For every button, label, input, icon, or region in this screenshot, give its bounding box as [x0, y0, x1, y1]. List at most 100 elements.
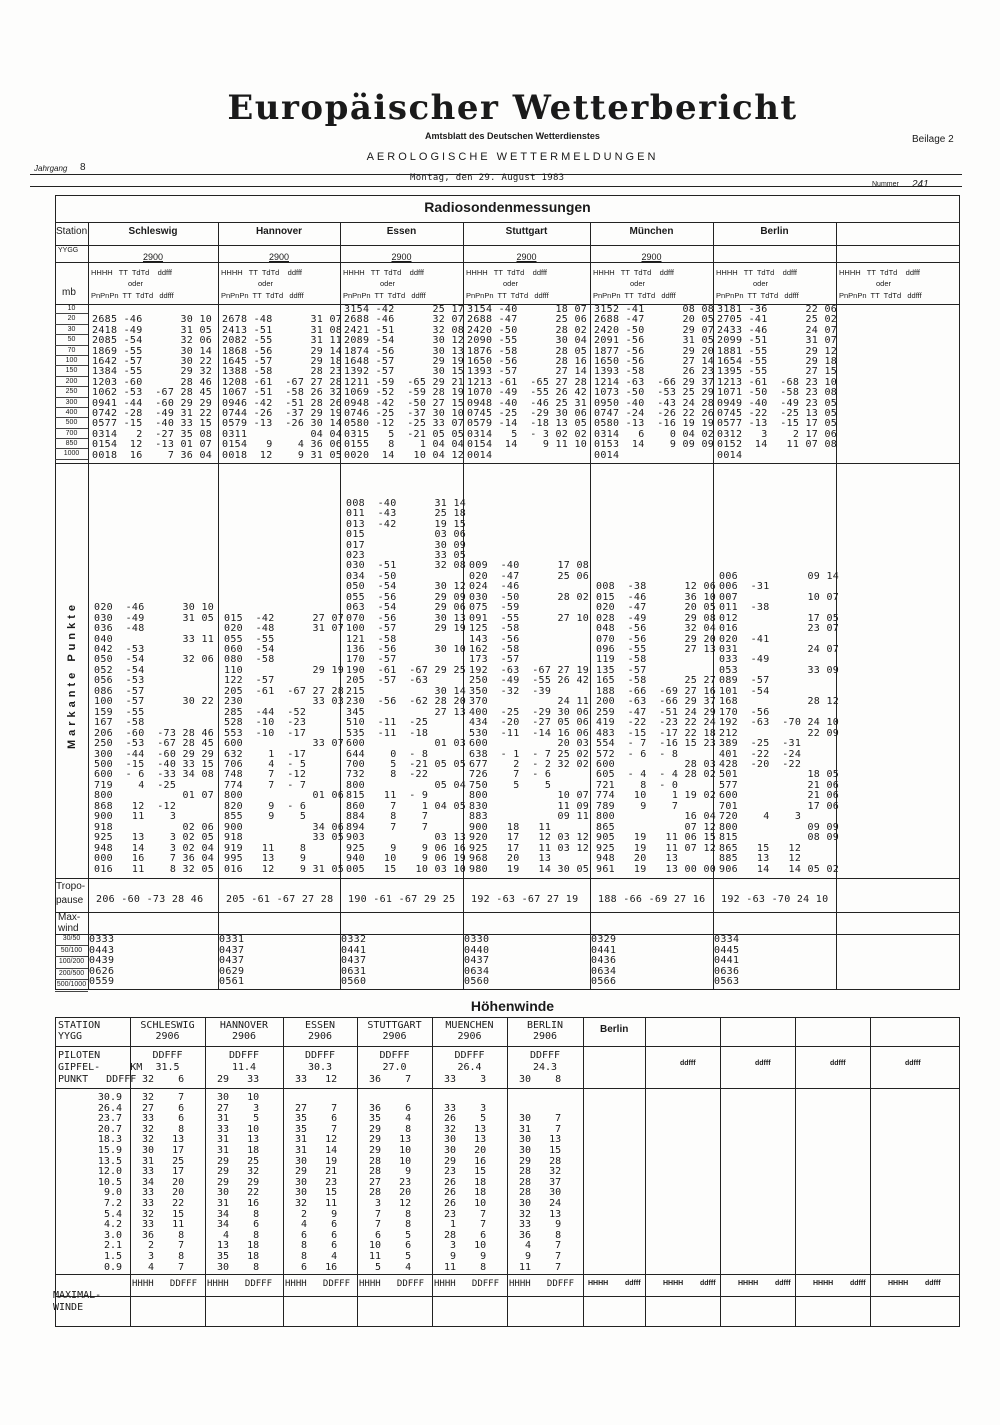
- wind-value: 30 19: [295, 1155, 338, 1167]
- standard-level-row: 1062 -53 -67 28 45: [92, 387, 213, 399]
- column-header-line1: HHHH TT TdTd ddfff: [716, 268, 798, 277]
- hw-maxwind-header: HHHH DDFFF: [509, 1279, 575, 1289]
- markante-row: 050 -54 30 12: [346, 581, 467, 593]
- wind-value: 11 5: [369, 1250, 412, 1262]
- markante-row: 800 09 09: [719, 821, 840, 833]
- wind-value: 4 7: [142, 1261, 185, 1273]
- standard-level-row: 3154 -42 25 17: [344, 304, 465, 315]
- markante-row: 205 -61 -67 27 28: [224, 685, 345, 697]
- hw-extra-hhhh: HHHH: [588, 1280, 609, 1287]
- hw-gipfel-km: 26.4: [457, 1062, 482, 1073]
- standard-level-row: 2082 -55 31 11: [222, 335, 343, 347]
- wind-value: [369, 1093, 411, 1104]
- markante-row: 572 - 6 - 8: [596, 748, 717, 760]
- standard-level-row: 1213 -61 -68 23 10: [717, 376, 838, 388]
- markante-row: 865 07 12: [596, 821, 717, 833]
- wind-value: 4 8: [217, 1229, 260, 1241]
- markante-row: 285 -44 -52: [224, 706, 345, 718]
- station-name-stuttgart: Stuttgart: [505, 226, 548, 237]
- markante-row: 020 -41: [719, 633, 840, 645]
- wind-value: 9 9: [444, 1250, 487, 1262]
- wind-value: 28 10: [369, 1155, 412, 1167]
- maxwind-values: 0331 0437 0437 0629 0561: [219, 934, 244, 988]
- markante-row: 017 30 09: [346, 539, 467, 551]
- height-km: 20.7: [97, 1123, 122, 1135]
- markante-row: 903 03 13: [346, 832, 467, 844]
- hw-station-yygg: 2906: [155, 1031, 180, 1042]
- hw-winds-stuttgart: 36 6 35 4 29 8 29 13 29 10 28 10 28 9 27 23 28 2…: [369, 1093, 411, 1273]
- station-name-berlin: Berlin: [760, 226, 789, 237]
- standard-level-row: 0580 -12 -25 33 07: [344, 418, 465, 430]
- markante-row: 100 -57 29 19: [346, 623, 467, 635]
- maxwind-value: 0445: [714, 944, 740, 956]
- wind-value: 28 6: [444, 1229, 487, 1241]
- standard-levels-hannover: 2678 -48 31 07 2413 -51 31 08 2082 -55 31 …: [222, 314, 343, 461]
- wind-value: 33 10: [217, 1123, 260, 1135]
- markante-row: 554 - 7 -16 15 23: [596, 738, 717, 750]
- wind-value: 10 6: [369, 1240, 412, 1252]
- standard-level-row: 1877 -56 29 20: [594, 345, 715, 357]
- hw-winds-berlin: 30 7 31 7 30 13 30 15 29 28 28 32 28 37 28 30 30…: [519, 1093, 561, 1273]
- standard-level-row: 1869 -55 30 14: [92, 345, 213, 357]
- wind-value: 33 3: [444, 1102, 487, 1114]
- maxwind-level: 50/100: [55, 946, 88, 958]
- standard-level-row: 1208 -61 -67 27 28: [222, 376, 343, 388]
- standard-level-row: 3181 -36 22 06: [717, 304, 838, 315]
- standard-level-row: 0744 -26 -37 29 19: [222, 408, 343, 420]
- standard-levels-münchen: 3152 -41 08 08 2688 -47 20 05 2420 -50 29 …: [594, 304, 715, 461]
- wind-value: 31 12: [295, 1134, 338, 1146]
- standard-level-row: 1069 -52 -59 28 19: [344, 387, 465, 399]
- markante-row: 906 14 14 05 02: [719, 863, 840, 875]
- wind-value: 33 11: [142, 1219, 185, 1231]
- hw-station-name: HANNOVER: [219, 1020, 269, 1031]
- pressure-level-150: 150: [55, 366, 88, 377]
- hw-maxwind-header: HHHH DDFFF: [285, 1279, 351, 1289]
- standard-level-row: 1868 -56 29 14: [222, 345, 343, 357]
- markante-row: 096 -55 27 13: [596, 644, 717, 656]
- column-divider: [88, 222, 89, 990]
- wind-value: 33 17: [142, 1166, 185, 1178]
- standard-level-row: 2099 -51 31 07: [717, 335, 838, 347]
- wind-value: 30 17: [142, 1144, 185, 1156]
- wind-value: 8 4: [295, 1250, 338, 1262]
- hw-extra-hhhh: HHHH: [888, 1280, 909, 1287]
- station-yygg: 2900: [142, 252, 164, 262]
- markante-row: 401 -22 -24: [719, 748, 840, 760]
- markante-row: 918 33 05: [224, 832, 345, 844]
- hw-gipfel-km: 27.0: [382, 1062, 407, 1073]
- wind-value: [519, 1093, 561, 1104]
- maxwind-value: 0441: [341, 944, 367, 956]
- wind-value: 32 8: [142, 1123, 185, 1135]
- markante-row: 721 8 - 0: [596, 779, 717, 791]
- maxwind-value: 0560: [341, 976, 367, 988]
- markante-row: 925 13 3 02 05: [94, 832, 215, 844]
- markante-row: 748 7 -12: [224, 769, 345, 781]
- markante-row: 500 -15 -40 33 15: [94, 759, 215, 771]
- markante-row: 016 23 07: [719, 623, 840, 635]
- markante-row: 089 -57: [719, 675, 840, 687]
- tropopause-value: 206 -60 -73 28 46: [96, 894, 204, 905]
- height-km: 30.9: [97, 1092, 122, 1103]
- standard-level-row: 1645 -57 29 18: [222, 356, 343, 368]
- standard-level-row: 0577 -13 -15 17 05: [717, 418, 838, 430]
- markante-row: 925 17 11 03 12: [469, 842, 590, 854]
- markante-row: 632 1 -17: [224, 748, 345, 760]
- standard-level-row: 0579 -13 -26 30 14: [222, 418, 343, 430]
- standard-level-row: 0747 -24 -26 22 26: [594, 408, 715, 420]
- markante-row: 119 -58: [596, 654, 717, 666]
- wind-value: 6 6: [295, 1229, 338, 1241]
- markante-row: 501 18 05: [719, 769, 840, 781]
- column-header-line2: PnPnPn TT TdTd ddfff: [839, 291, 922, 300]
- standard-level-row: 1073 -50 -53 25 29: [594, 387, 715, 399]
- wind-value: 35 7: [295, 1123, 338, 1135]
- column-divider: [590, 222, 591, 990]
- markante-row: 143 -56: [469, 633, 590, 645]
- hw-gipfel-ddfff: 33 12: [295, 1074, 338, 1085]
- standard-level-row: 0742 -28 -49 31 22: [92, 408, 213, 420]
- standard-level-row: 1395 -55 27 15: [717, 366, 838, 378]
- hw-gipfel-ddfff: 29 33: [217, 1074, 260, 1085]
- wind-value: 31 13: [217, 1134, 260, 1146]
- markante-row: 800 05 04: [346, 779, 467, 791]
- markante-row: 165 -58 25 27: [596, 675, 717, 687]
